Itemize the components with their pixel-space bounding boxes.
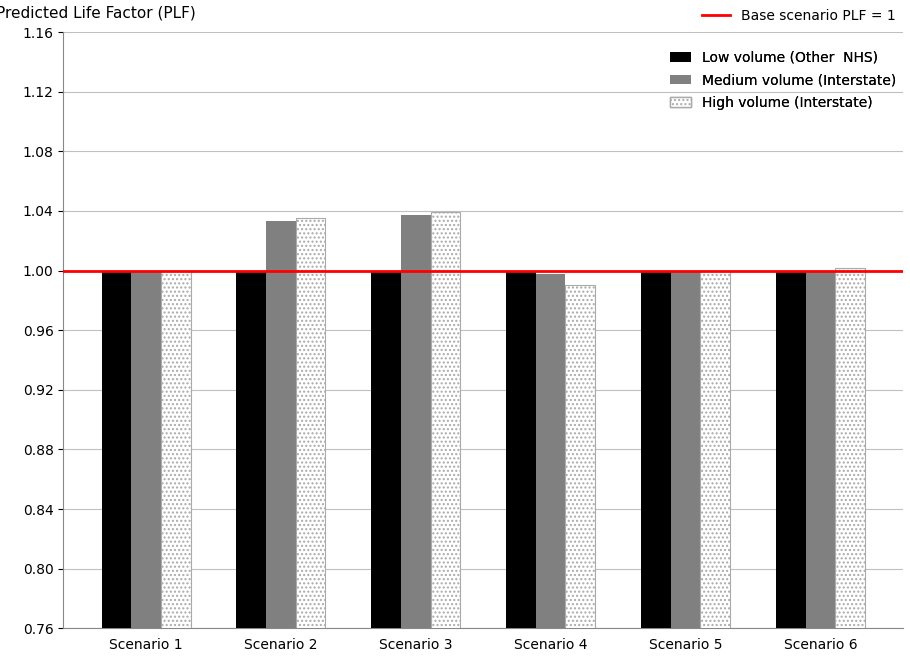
Bar <box>835 268 864 628</box>
Bar <box>237 271 266 628</box>
Bar <box>371 271 401 628</box>
Bar <box>401 215 430 628</box>
Bar <box>671 271 701 628</box>
Bar <box>102 271 131 628</box>
Bar <box>536 273 565 628</box>
Bar <box>641 271 671 628</box>
Bar <box>131 271 161 628</box>
Bar <box>701 271 730 628</box>
Bar <box>506 271 536 628</box>
Bar <box>430 212 460 628</box>
Bar <box>805 271 835 628</box>
Bar <box>565 285 595 628</box>
Legend: Low volume (Other  NHS), Medium volume (Interstate), High volume (Interstate): Low volume (Other NHS), Medium volume (I… <box>670 51 896 109</box>
Bar <box>776 271 805 628</box>
Bar <box>296 218 326 628</box>
Bar <box>161 271 190 628</box>
Text: Predicted Life Factor (PLF): Predicted Life Factor (PLF) <box>0 5 196 20</box>
Bar <box>266 221 296 628</box>
